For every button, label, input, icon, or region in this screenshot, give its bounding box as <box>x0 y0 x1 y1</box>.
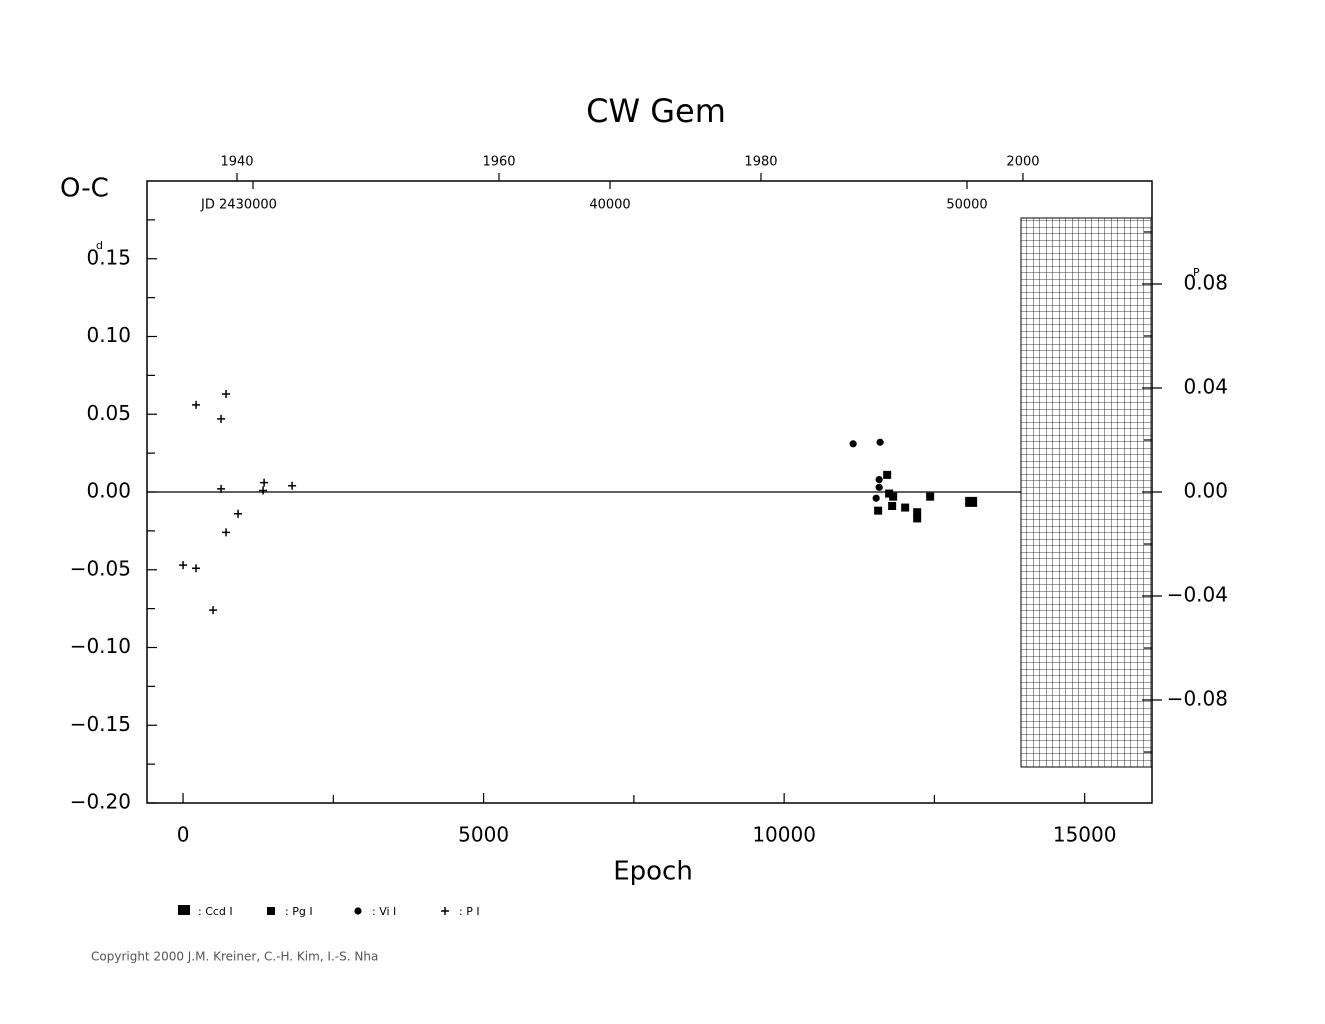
y2-tick-label: 0.00 <box>1183 479 1228 503</box>
point <box>883 470 892 479</box>
x-tick-label: 5000 <box>458 823 509 847</box>
legend-label: : Ccd I <box>198 905 233 918</box>
point <box>913 508 922 517</box>
y-tick-label: −0.10 <box>70 634 131 658</box>
y-tick-label: 0.05 <box>86 401 131 425</box>
year-tick-label: 1980 <box>744 155 777 170</box>
point <box>209 606 218 615</box>
point <box>872 494 880 502</box>
jd-tick-label: 50000 <box>946 198 987 213</box>
point <box>874 506 883 515</box>
y-tick-label: 0.00 <box>86 479 131 503</box>
point <box>217 484 226 493</box>
y2-tick-label: −0.04 <box>1167 583 1228 607</box>
point <box>354 907 362 915</box>
y-tick-label: −0.05 <box>70 556 131 580</box>
point <box>260 478 269 487</box>
y-axis-label: O-C <box>60 174 109 204</box>
legend-label: : P I <box>459 905 480 918</box>
point <box>926 492 935 501</box>
point <box>849 440 857 448</box>
y-tick-label: −0.20 <box>70 790 131 814</box>
point <box>222 390 231 399</box>
point <box>876 438 884 446</box>
x-tick-label: 15000 <box>1053 823 1117 847</box>
point <box>441 907 449 915</box>
point <box>178 905 190 915</box>
x-tick-label: 0 <box>177 823 190 847</box>
year-tick-label: 1960 <box>482 155 515 170</box>
y2-unit: P <box>1193 266 1200 279</box>
y-tick-label: 0.10 <box>86 323 131 347</box>
y2-tick-label: −0.08 <box>1167 687 1228 711</box>
y-tick-label: 0.15 <box>86 245 131 269</box>
x-tick-label: 10000 <box>752 823 816 847</box>
x-axis-label: Epoch <box>613 857 693 887</box>
point <box>222 528 231 537</box>
point <box>192 400 201 409</box>
point <box>901 503 910 512</box>
jd-tick-label: JD 2430000 <box>200 198 277 213</box>
y2-tick-label: 0.04 <box>1183 374 1228 398</box>
chart-title: CW Gem <box>586 92 726 130</box>
jd-tick-label: 40000 <box>589 198 630 213</box>
y-tick-label: −0.15 <box>70 712 131 736</box>
point <box>965 496 978 507</box>
point <box>875 483 883 491</box>
copyright: Copyright 2000 J.M. Kreiner, C.-H. Kim, … <box>91 950 378 964</box>
point <box>888 501 897 510</box>
legend-label: : Vi I <box>372 905 396 918</box>
point <box>889 492 898 501</box>
point <box>259 486 268 495</box>
point <box>267 907 275 915</box>
y2-tick-label: 0.08 <box>1183 270 1228 294</box>
y-unit: d <box>96 239 103 252</box>
point <box>179 561 188 570</box>
point <box>913 514 922 523</box>
point <box>875 475 883 484</box>
point <box>234 509 243 518</box>
legend-label: : Pg I <box>285 905 313 918</box>
point <box>217 414 226 423</box>
year-tick-label: 2000 <box>1006 155 1039 170</box>
point <box>288 481 297 490</box>
point <box>885 489 894 498</box>
year-tick-label: 1940 <box>220 155 253 170</box>
grid-region <box>1020 217 1153 768</box>
point <box>192 564 201 573</box>
